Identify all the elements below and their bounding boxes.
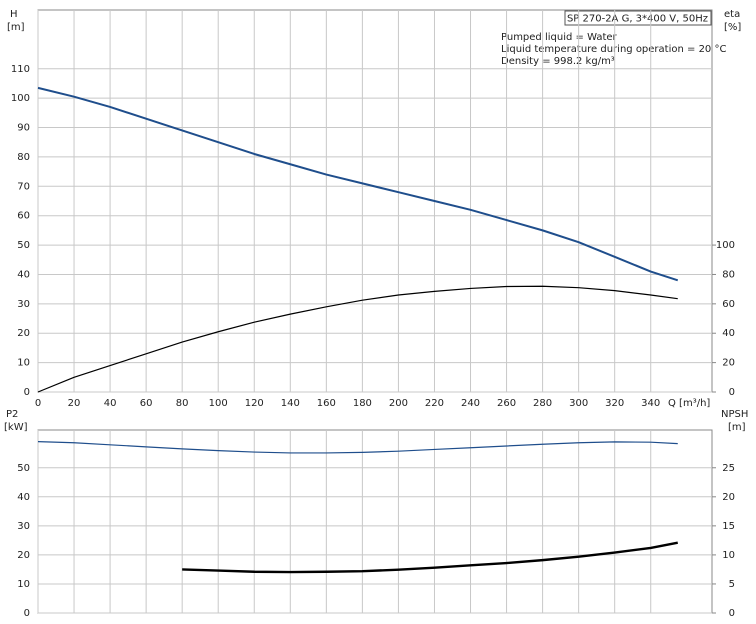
x-tick-label: 220 (425, 398, 444, 409)
curve (37, 441, 678, 454)
x-axis-label: Q [m³/h] (668, 398, 710, 409)
top-plot-frame (37, 9, 713, 393)
y2-tick-label: 80 (722, 269, 735, 280)
x-tick-label: 140 (281, 398, 300, 409)
x-tick-label: 0 (35, 398, 41, 409)
y-axis-label: H (10, 9, 18, 20)
y-tick-label: 0 (24, 387, 30, 398)
y-tick-label: 50 (17, 240, 30, 251)
x-tick-label: 120 (245, 398, 264, 409)
annotation: Liquid temperature during operation = 20… (501, 44, 726, 55)
y-tick-label: 70 (17, 181, 30, 192)
x-tick-label: 160 (317, 398, 336, 409)
y2-axis-label: NPSH (721, 409, 748, 420)
chart-title: SP 270-2A G, 3*400 V, 50Hz (567, 14, 708, 25)
y-tick-label: 90 (17, 123, 30, 134)
y2-axis-unit: [%] (724, 22, 741, 33)
x-tick-label: 280 (533, 398, 552, 409)
annotation: Density = 998.2 kg/m³ (501, 56, 615, 67)
x-tick-label: 260 (497, 398, 516, 409)
y-tick-label: 40 (17, 269, 30, 280)
y2-tick-label: 20 (722, 492, 735, 503)
y-tick-label: 10 (17, 579, 30, 590)
x-tick-label: 80 (176, 398, 189, 409)
y2-tick-label: 20 (722, 358, 735, 369)
curve (37, 86, 679, 282)
y-tick-label: 110 (11, 64, 30, 75)
x-tick-label: 200 (389, 398, 408, 409)
bottom-plot-frame (37, 429, 713, 614)
y-tick-label: 30 (17, 299, 30, 310)
y-tick-label: 60 (17, 211, 30, 222)
y2-tick-label: 0 (729, 608, 735, 619)
title-box (564, 10, 712, 26)
y2-tick-label: 60 (722, 299, 735, 310)
y-tick-label: 30 (17, 521, 30, 532)
y2-tick-label: 40 (722, 328, 735, 339)
x-tick-label: 340 (641, 398, 660, 409)
y-axis-unit: [m] (7, 22, 25, 33)
x-tick-label: 180 (353, 398, 372, 409)
y2-tick-label: 15 (722, 521, 735, 532)
x-tick-label: 60 (140, 398, 153, 409)
y-tick-label: 50 (17, 463, 30, 474)
y2-tick-label: 25 (722, 463, 735, 474)
y2-tick-label: 10 (722, 550, 735, 561)
y-tick-label: 100 (11, 93, 30, 104)
y-axis-unit: [kW] (4, 422, 28, 433)
y-tick-label: 40 (17, 492, 30, 503)
y2-axis-unit: [m] (728, 422, 746, 433)
y2-tick-label: 100 (716, 240, 735, 251)
y-axis-label: P2 (6, 409, 18, 420)
y2-tick-label: 5 (729, 579, 735, 590)
y-tick-label: 20 (17, 328, 30, 339)
curve (182, 541, 678, 574)
y-tick-label: 20 (17, 550, 30, 561)
x-tick-label: 300 (569, 398, 588, 409)
annotation: Pumped liquid = Water (501, 32, 618, 43)
x-tick-label: 240 (461, 398, 480, 409)
y-tick-label: 0 (24, 608, 30, 619)
y-tick-label: 10 (17, 358, 30, 369)
x-tick-label: 40 (104, 398, 117, 409)
x-tick-label: 100 (209, 398, 228, 409)
x-tick-label: 320 (605, 398, 624, 409)
x-tick-label: 20 (68, 398, 81, 409)
curve (37, 285, 678, 393)
y-tick-label: 80 (17, 152, 30, 163)
y2-axis-label: eta (724, 9, 740, 20)
y2-tick-label: 0 (729, 387, 735, 398)
